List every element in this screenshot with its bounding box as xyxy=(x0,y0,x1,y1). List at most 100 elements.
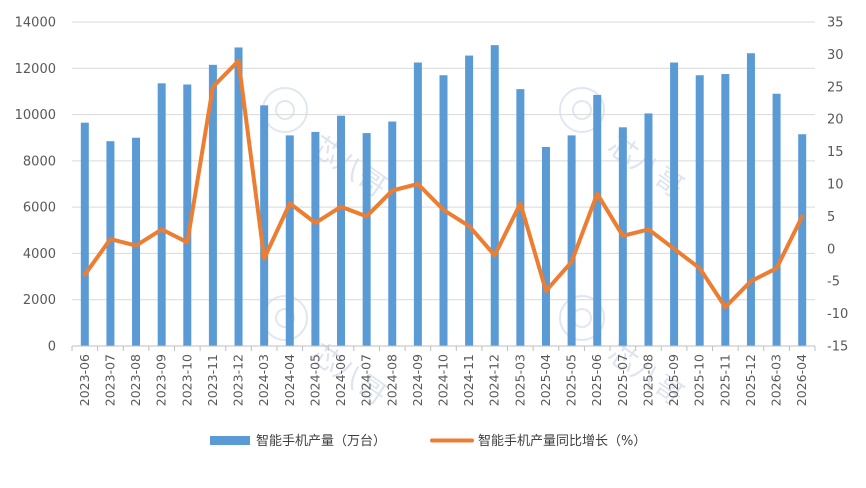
legend: 智能手机产量（万台） 智能手机产量同比增长（%） xyxy=(210,434,646,449)
y-right-tick-label: 25 xyxy=(827,80,844,95)
y-right-tick-label: -10 xyxy=(827,307,848,322)
bar xyxy=(772,93,781,346)
line-point xyxy=(185,240,189,244)
bar xyxy=(567,135,576,346)
watermark-circle xyxy=(262,295,308,341)
y-right-tick-label: 30 xyxy=(827,48,844,63)
y-left-tick-label: 0 xyxy=(48,340,56,355)
y-left-tick-label: 14000 xyxy=(15,16,56,31)
y-left-tick-label: 8000 xyxy=(23,154,56,169)
x-tick-label: 2023-11 xyxy=(205,354,220,406)
line-point xyxy=(800,214,804,218)
bar xyxy=(516,89,525,346)
line-point xyxy=(416,182,420,186)
line-point xyxy=(365,214,369,218)
x-tick-label: 2025-07 xyxy=(615,354,630,406)
watermark-inner-circle xyxy=(275,308,295,328)
x-tick-label: 2024-09 xyxy=(410,354,425,406)
watermark-logo: 芯八哥 xyxy=(262,87,393,204)
line-point xyxy=(698,266,702,270)
x-tick-label: 2025-04 xyxy=(538,354,553,406)
watermark-inner-circle xyxy=(275,100,295,120)
x-tick-label: 2023-09 xyxy=(154,354,169,406)
x-tick-label: 2024-03 xyxy=(256,354,271,406)
watermark-inner-circle xyxy=(572,100,592,120)
y-left-tick-label: 10000 xyxy=(15,108,56,123)
bar xyxy=(388,121,397,346)
bar xyxy=(157,83,166,346)
bar xyxy=(695,75,704,346)
y-left-tick-label: 4000 xyxy=(23,247,56,262)
bar xyxy=(234,47,243,346)
bar xyxy=(490,45,499,347)
x-tick-label: 2025-09 xyxy=(666,354,681,406)
line-point xyxy=(544,289,548,293)
x-tick-label: 2025-05 xyxy=(564,354,579,406)
line-point xyxy=(518,201,522,205)
bar xyxy=(183,84,192,346)
bar xyxy=(106,141,115,346)
line-point xyxy=(621,234,625,238)
x-tick-label: 2023-08 xyxy=(128,354,143,406)
x-tick-label: 2026-04 xyxy=(794,354,809,406)
x-tick-label: 2024-11 xyxy=(461,354,476,406)
y-right-tick-label: 35 xyxy=(827,16,844,31)
line-series xyxy=(82,58,805,310)
y-right-tick-label: 0 xyxy=(827,242,835,257)
watermark-circle xyxy=(559,87,605,133)
x-tick-label: 2025-12 xyxy=(743,354,758,406)
line-point xyxy=(288,201,292,205)
bar xyxy=(362,133,371,346)
line-point xyxy=(237,59,241,63)
x-tick-label: 2025-03 xyxy=(512,354,527,406)
y-right-tick-label: -15 xyxy=(827,340,848,355)
bar xyxy=(465,55,474,347)
y-right-tick-label: 5 xyxy=(827,210,835,225)
bar xyxy=(337,115,346,346)
line-point xyxy=(775,266,779,270)
bar xyxy=(80,122,89,347)
line-point xyxy=(749,279,753,283)
bar xyxy=(670,62,679,346)
line-point xyxy=(595,192,599,196)
y-left-tick-label: 2000 xyxy=(23,293,56,308)
line-point xyxy=(108,237,112,241)
bar xyxy=(593,94,602,347)
bar xyxy=(285,135,294,346)
watermark-circle xyxy=(559,295,605,341)
legend-label-bars: 智能手机产量（万台） xyxy=(256,434,386,449)
bar xyxy=(208,64,217,347)
line-point xyxy=(672,247,676,251)
bar xyxy=(132,137,141,346)
line-point xyxy=(390,188,394,192)
x-tick-label: 2024-12 xyxy=(487,354,502,406)
x-tick-label: 2023-06 xyxy=(77,354,92,406)
bar xyxy=(413,62,422,346)
y-left-tick-label: 6000 xyxy=(23,201,56,216)
watermark-circle xyxy=(262,87,308,133)
x-tick-label: 2024-07 xyxy=(359,354,374,406)
legend-swatch-bars xyxy=(210,436,250,445)
x-tick-label: 2024-04 xyxy=(282,354,297,406)
line-point xyxy=(160,227,164,231)
x-axis: 2023-06 2023-07 2023-08 2023-09 2023-10 2023-… xyxy=(71,345,816,406)
x-tick-label: 2023-07 xyxy=(102,354,117,406)
y-right-tick-label: 10 xyxy=(827,178,844,193)
bar xyxy=(311,131,320,346)
x-tick-label: 2024-05 xyxy=(307,354,322,406)
line-point xyxy=(83,273,87,277)
x-tick-label: 2023-10 xyxy=(179,354,194,406)
legend-label-line: 智能手机产量同比增长（%） xyxy=(478,434,646,449)
line-point xyxy=(211,85,215,89)
bar xyxy=(260,105,269,346)
line-point xyxy=(493,253,497,257)
x-tick-label: 2024-08 xyxy=(384,354,399,406)
bar xyxy=(541,146,550,346)
line-point xyxy=(442,208,445,212)
line-point xyxy=(646,227,650,231)
y-left-tick-label: 12000 xyxy=(15,62,56,77)
line-point xyxy=(313,221,317,225)
bar xyxy=(798,134,807,346)
bar xyxy=(721,74,730,347)
